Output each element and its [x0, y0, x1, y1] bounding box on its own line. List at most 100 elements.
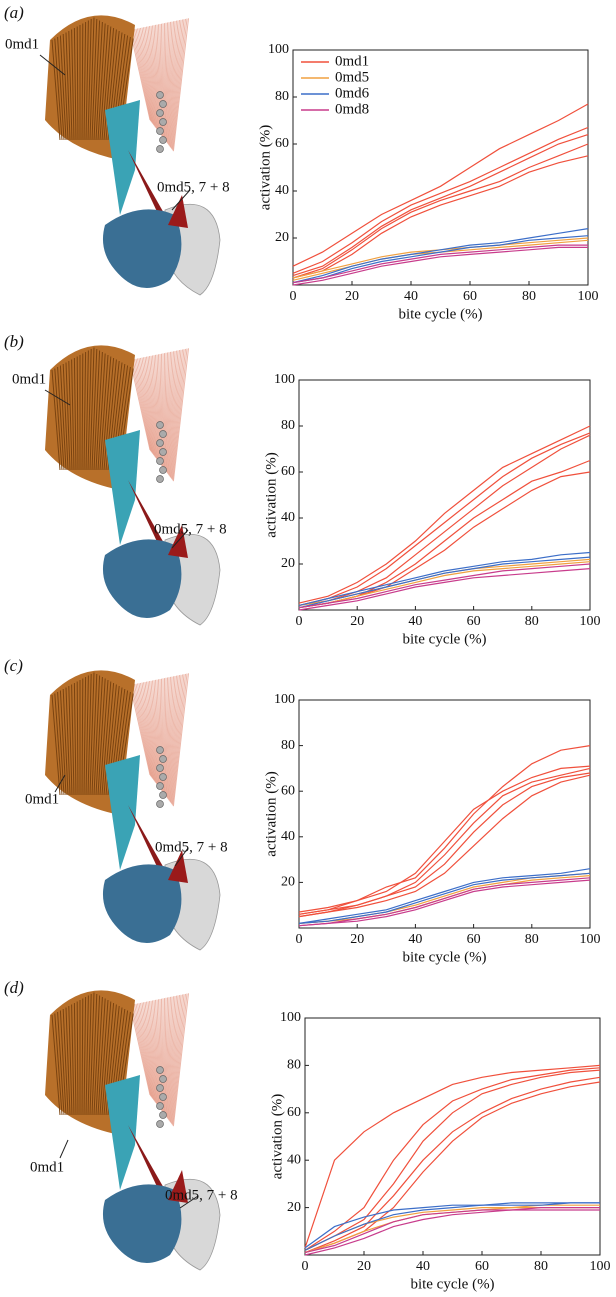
- fibre: [51, 369, 61, 471]
- fibre: [73, 27, 77, 141]
- line: [292, 228, 589, 284]
- bead: [159, 448, 167, 456]
- fibre: [140, 1002, 155, 1101]
- fibre: [132, 29, 152, 122]
- fibre: [169, 19, 182, 148]
- fibre: [165, 351, 171, 472]
- fibre: [97, 998, 106, 1116]
- line: [298, 877, 591, 927]
- fibre: [95, 21, 103, 141]
- bead: [156, 1084, 164, 1092]
- fibre: [169, 675, 180, 802]
- y-tick-label: 100: [280, 1010, 301, 1025]
- fibre: [62, 33, 69, 141]
- fibre: [51, 1014, 61, 1116]
- y-tick-label: 20: [281, 875, 295, 890]
- fibre: [95, 676, 103, 796]
- pointer: [174, 847, 189, 867]
- fibre: [95, 351, 103, 471]
- fibre: [85, 350, 89, 471]
- tendon: [128, 480, 165, 548]
- legend-label: 0md1: [335, 53, 369, 69]
- legend-label: 0md8: [335, 101, 369, 117]
- fibre: [172, 348, 188, 481]
- line: [298, 459, 591, 609]
- fibre: [143, 357, 156, 458]
- fibre: [129, 359, 151, 451]
- fibre: [132, 359, 152, 452]
- bead: [159, 791, 167, 799]
- line: [298, 471, 591, 609]
- bead: [156, 127, 164, 135]
- fibre: [137, 358, 154, 455]
- muscle-render: [45, 990, 221, 1271]
- fibre: [168, 995, 177, 1120]
- fibre: [101, 356, 112, 471]
- fibre: [71, 29, 75, 141]
- fibre: [76, 356, 79, 471]
- fibre: [147, 356, 158, 460]
- fibre: [57, 36, 65, 141]
- fibre: [144, 26, 157, 129]
- panel-label: (d): [4, 978, 24, 997]
- fibre: [99, 24, 109, 141]
- panel-label: (b): [4, 332, 24, 351]
- fibre: [85, 995, 89, 1116]
- fibre: [57, 366, 65, 471]
- fibre: [89, 17, 95, 141]
- fibre: [144, 681, 157, 784]
- bead: [159, 136, 167, 144]
- plot-frame: [298, 699, 591, 929]
- fibre: [165, 676, 171, 797]
- fibre: [141, 357, 156, 457]
- muscle-teal: [105, 755, 140, 870]
- fibre: [159, 353, 163, 467]
- fibre: [68, 685, 73, 796]
- fibre: [167, 20, 176, 145]
- fibre: [170, 19, 183, 149]
- bead: [156, 91, 164, 99]
- y-tick-label: 60: [281, 464, 295, 479]
- bead: [159, 118, 167, 126]
- x-tick-label: 80: [522, 289, 536, 304]
- y-tick-label: 20: [275, 230, 289, 245]
- fibre: [166, 676, 174, 799]
- y-axis-label: activation (%): [263, 771, 279, 856]
- fibre: [83, 351, 87, 471]
- fibre: [166, 351, 174, 474]
- fibre: [170, 349, 183, 479]
- fibre: [81, 353, 84, 471]
- y-tick-label: 80: [281, 738, 295, 753]
- line: [292, 134, 589, 277]
- fibre: [81, 23, 84, 141]
- fibre: [54, 38, 63, 141]
- fibre: [87, 18, 92, 141]
- fibre: [159, 23, 163, 137]
- fibre: [165, 996, 171, 1117]
- red-cone: [168, 850, 188, 883]
- fibre: [71, 359, 75, 471]
- pointer: [39, 54, 66, 76]
- line: [298, 434, 591, 606]
- fibre: [99, 999, 109, 1116]
- annotation: 0md1: [30, 1159, 64, 1175]
- fibre: [147, 681, 158, 785]
- mandible: [102, 1184, 182, 1263]
- x-axis-label: bite cycle (%): [402, 949, 486, 965]
- fibre: [172, 18, 188, 151]
- fibre: [134, 684, 153, 778]
- x-tick-label: 60: [475, 1259, 489, 1274]
- fibre: [85, 675, 89, 796]
- fibre: [169, 20, 180, 147]
- fibre: [73, 682, 77, 796]
- fibre: [172, 673, 189, 807]
- mandible: [102, 209, 182, 288]
- fibre: [168, 675, 177, 800]
- plot-frame: [292, 49, 589, 286]
- fibre: [167, 350, 176, 475]
- line: [304, 1207, 600, 1254]
- fibre: [71, 1004, 75, 1116]
- bead: [156, 1102, 164, 1110]
- y-tick-label: 20: [281, 556, 295, 571]
